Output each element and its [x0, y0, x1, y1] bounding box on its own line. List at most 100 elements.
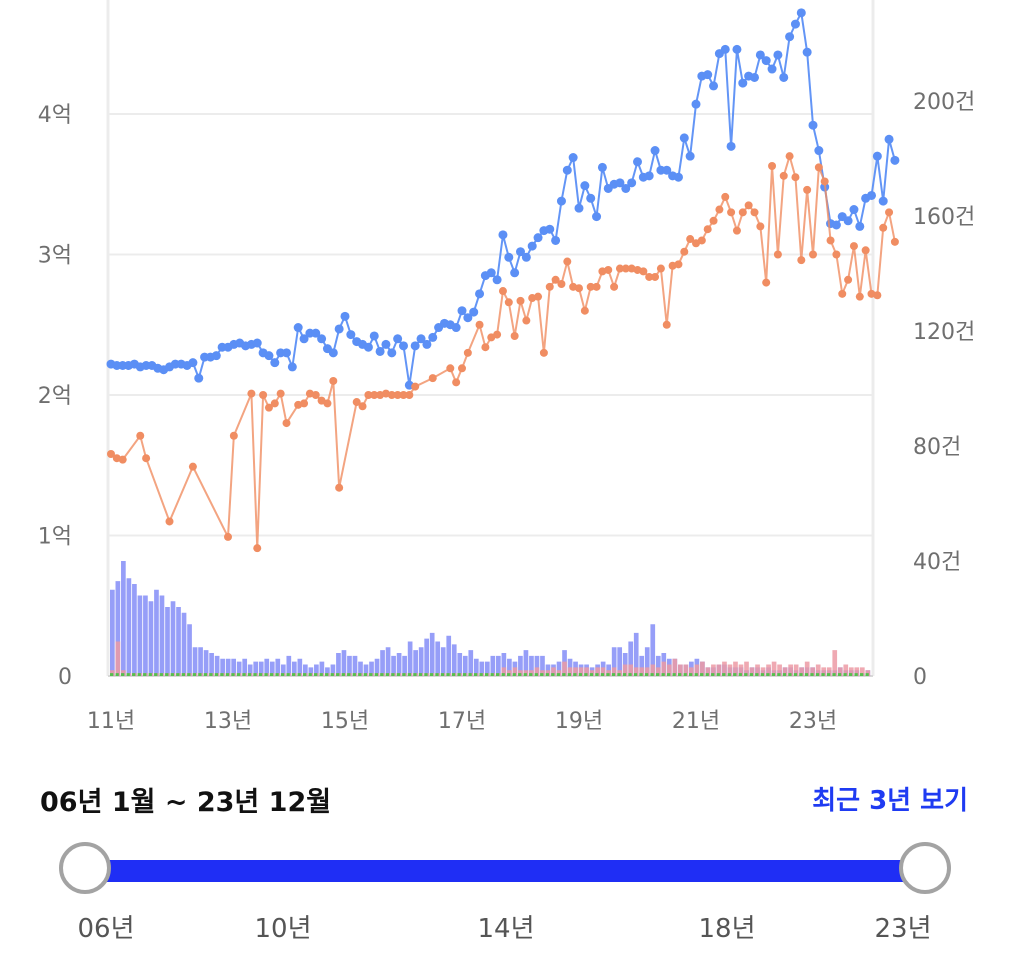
volume-bar-pink	[115, 641, 121, 676]
price-point-1	[703, 70, 713, 80]
volume-bar-purple	[655, 655, 661, 676]
volume-bar-green	[170, 673, 174, 676]
y-right-tick-label: 40건	[913, 550, 961, 575]
price-point-2	[545, 282, 554, 291]
volume-bar-purple	[341, 650, 347, 676]
volume-bar-purple	[121, 561, 126, 676]
volume-bar-green	[440, 673, 445, 676]
volume-bar-green	[303, 673, 307, 676]
volume-bar-green	[644, 673, 649, 676]
volume-bar-purple	[611, 647, 617, 676]
price-point-2	[557, 280, 566, 289]
price-point-1	[621, 183, 631, 193]
volume-bar-pink	[804, 661, 810, 676]
volume-bar-pink	[766, 664, 771, 676]
price-point-2	[744, 201, 753, 210]
volume-bar-purple	[617, 647, 623, 676]
price-point-2	[814, 163, 823, 172]
volume-bar-green	[385, 673, 390, 676]
volume-bar-purple	[402, 655, 407, 676]
volume-bar-purple	[468, 650, 474, 676]
price-point-1	[580, 181, 590, 191]
price-point-1	[808, 120, 818, 130]
volume-bar-green	[810, 673, 814, 676]
volume-bar-green	[804, 673, 809, 676]
price-point-2	[586, 282, 595, 291]
price-point-1	[492, 275, 502, 285]
price-point-2	[458, 364, 466, 373]
volume-bar-pink	[644, 667, 650, 676]
volume-bar-green	[429, 673, 434, 676]
price-point-2	[387, 391, 396, 399]
price-point-1	[831, 220, 841, 230]
volume-bar-pink	[711, 664, 716, 676]
volume-bar-pink	[551, 667, 556, 676]
price-point-2	[264, 403, 273, 412]
price-point-2	[890, 237, 899, 246]
volume-bar-green	[154, 673, 158, 676]
price-point-2	[855, 292, 864, 301]
price-point-1	[662, 165, 672, 175]
slider-end-handle[interactable]	[899, 842, 951, 894]
volume-bar-green	[121, 673, 125, 676]
price-point-2	[715, 205, 724, 214]
volume-bar-pink	[655, 667, 661, 676]
price-point-2	[282, 419, 291, 428]
volume-bar-green	[766, 673, 770, 676]
volume-bar-green	[336, 673, 340, 676]
volume-bar-green	[848, 673, 853, 676]
price-point-1	[790, 19, 800, 29]
price-point-1	[726, 141, 736, 151]
volume-bar-purple	[314, 664, 319, 676]
volume-bar-green	[468, 673, 472, 676]
volume-bar-pink	[666, 664, 672, 676]
volume-bar-green	[683, 673, 687, 676]
slider-tick-label: 06년	[77, 914, 135, 944]
volume-bar-green	[275, 673, 279, 676]
price-point-2	[732, 226, 741, 235]
volume-bar-green	[573, 673, 577, 676]
price-point-1	[872, 151, 882, 161]
slider-tick-label: 10년	[254, 914, 312, 944]
price-point-2	[510, 331, 519, 340]
volume-bar-purple	[264, 658, 270, 676]
volume-bar-green	[253, 673, 257, 676]
volume-bar-purple	[391, 655, 396, 676]
volume-bar-green	[694, 673, 698, 676]
period-range-slider[interactable]: 06년 10년 14년 18년 23년	[0, 830, 1026, 963]
price-point-2	[446, 364, 455, 373]
volume-bar-purple	[286, 655, 292, 676]
volume-bar-green	[611, 673, 616, 676]
price-line-1	[110, 9, 896, 386]
price-point-1	[498, 230, 508, 240]
price-point-2	[885, 208, 894, 217]
price-point-2	[785, 152, 794, 161]
price-point-2	[165, 517, 174, 526]
volume-bar-green	[771, 673, 776, 676]
volume-bar-green	[777, 673, 781, 676]
slider-start-handle[interactable]	[59, 842, 111, 894]
price-point-2	[779, 171, 788, 180]
slider-track[interactable]	[87, 860, 925, 882]
price-point-2	[411, 382, 420, 391]
price-point-1	[381, 339, 391, 349]
price-point-1	[586, 193, 596, 203]
price-point-2	[188, 462, 197, 471]
volume-bar-pink	[716, 664, 722, 676]
price-point-2	[826, 236, 835, 245]
volume-bar-purple	[236, 661, 242, 676]
volume-bar-green	[396, 673, 401, 676]
y-left-tick-label: 0	[58, 665, 72, 690]
volume-bar-purple	[407, 641, 413, 676]
volume-bar-green	[380, 673, 384, 676]
volume-bar-green	[826, 673, 831, 676]
price-point-2	[686, 235, 695, 244]
volume-bar-green	[617, 673, 621, 676]
price-point-1	[755, 50, 765, 60]
volume-bar-pink	[815, 664, 821, 676]
price-point-2	[107, 450, 115, 459]
x-tick-label: 19년	[555, 709, 603, 734]
volume-bar-green	[837, 673, 842, 676]
volume-bar-green	[451, 673, 456, 676]
recent-3-years-button[interactable]: 최근 3년 보기	[812, 786, 968, 816]
